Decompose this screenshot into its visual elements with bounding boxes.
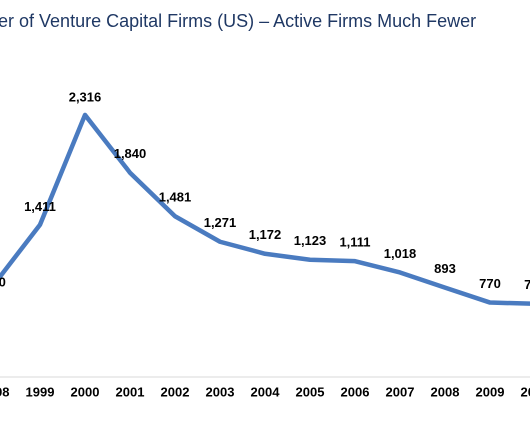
data-label: 760 <box>524 277 530 292</box>
data-label: 770 <box>479 276 501 291</box>
data-label: 1,840 <box>114 146 147 161</box>
data-label: 1,411 <box>24 199 56 214</box>
x-tick-label: 2000 <box>71 384 100 399</box>
data-label: 893 <box>434 261 456 276</box>
x-tick-label: 1998 <box>0 384 9 399</box>
x-tick-label: 2010 <box>521 384 530 399</box>
x-tick-label: 2009 <box>476 384 505 399</box>
data-label: 1,172 <box>249 227 282 242</box>
x-tick-label: 2004 <box>251 384 281 399</box>
data-label: 1,018 <box>384 246 417 261</box>
chart-title: Number of Venture Capital Firms (US) – A… <box>0 11 476 31</box>
x-tick-label: 2003 <box>206 384 235 399</box>
x-tick-label: 2001 <box>116 384 145 399</box>
data-label: 2,316 <box>69 89 102 104</box>
data-label: 930 <box>0 275 6 290</box>
data-label: 1,123 <box>294 233 327 248</box>
x-tick-label: 2006 <box>341 384 370 399</box>
x-tick-label: 2008 <box>431 384 460 399</box>
data-label: 1,111 <box>339 235 370 250</box>
x-tick-label: 2007 <box>386 384 415 399</box>
data-line <box>0 112 530 306</box>
data-label: 1,271 <box>204 215 237 230</box>
x-tick-label: 2002 <box>161 384 190 399</box>
data-label: 1,481 <box>159 190 192 205</box>
x-tick-label: 2005 <box>296 384 325 399</box>
x-tick-label: 1999 <box>26 384 55 399</box>
